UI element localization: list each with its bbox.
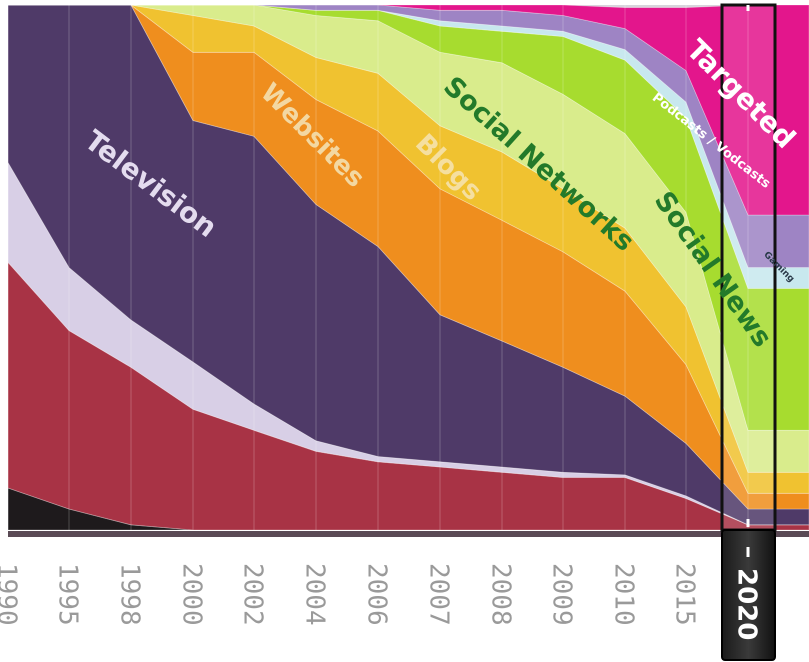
area-podcasts-vodcasts bbox=[8, 4, 809, 268]
x-tick-2009: 2009 bbox=[547, 563, 577, 626]
x-tick-2015: 2015 bbox=[670, 563, 700, 626]
x-tick-2004: 2004 bbox=[300, 563, 330, 626]
highlight-bottom-marker bbox=[746, 519, 750, 527]
x-tick-2000: 2000 bbox=[177, 563, 207, 626]
x-tick-2007: 2007 bbox=[424, 563, 454, 626]
x-tick-1990: 1990 bbox=[0, 563, 22, 626]
area-top-remainder bbox=[8, 5, 809, 8]
area-websites bbox=[8, 4, 809, 510]
x-tick-2008: 2008 bbox=[486, 563, 516, 626]
highlight-tab-marker bbox=[746, 547, 750, 557]
area-targeted bbox=[8, 4, 809, 216]
x-tick-1995: 1995 bbox=[53, 563, 83, 626]
x-tick-2010: 2010 bbox=[609, 563, 639, 626]
x-tick-2002: 2002 bbox=[238, 563, 268, 626]
x-tick-2020: 2020 bbox=[732, 568, 762, 640]
x-tick-2006: 2006 bbox=[362, 563, 392, 626]
highlight-year-tab bbox=[721, 529, 776, 661]
x-tick-1998: 1998 bbox=[115, 563, 145, 626]
highlight-top-marker bbox=[746, 5, 750, 11]
